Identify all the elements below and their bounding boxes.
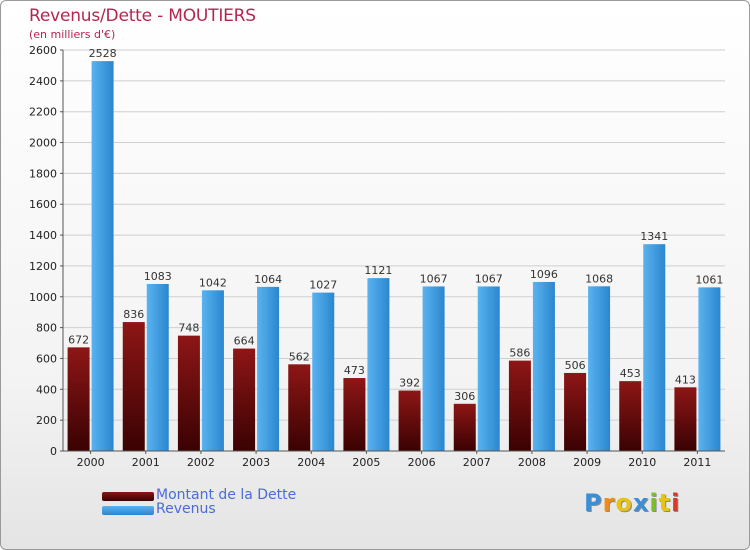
data-label: 306 <box>454 390 475 403</box>
y-tick-label: 600 <box>36 352 57 365</box>
data-label: 506 <box>565 359 586 372</box>
x-tick-label: 2005 <box>352 456 380 469</box>
bar-dette <box>564 372 587 451</box>
data-label: 1083 <box>144 270 172 283</box>
y-tick-label: 1400 <box>29 229 57 242</box>
data-label: 1068 <box>585 272 613 285</box>
x-tick-label: 2001 <box>132 456 160 469</box>
bar-revenus <box>146 283 169 451</box>
data-label: 562 <box>289 350 310 363</box>
y-tick-label: 1200 <box>29 260 57 273</box>
data-label: 748 <box>178 322 199 335</box>
logo-letter: t <box>658 489 672 517</box>
bar-revenus <box>257 286 280 451</box>
y-tick-label: 2400 <box>29 75 57 88</box>
bar-dette <box>288 364 311 451</box>
data-label: 392 <box>399 377 420 390</box>
x-tick-label: 2010 <box>628 456 656 469</box>
y-tick-label: 800 <box>36 322 57 335</box>
bar-dette <box>674 387 697 451</box>
bar-revenus <box>477 286 500 451</box>
bar-revenus <box>367 278 390 451</box>
bar-revenus <box>643 244 666 451</box>
bar-dette <box>67 347 90 451</box>
data-label: 664 <box>234 335 255 348</box>
data-label: 1341 <box>640 230 668 243</box>
chart-title: Revenus/Dette - MOUTIERS <box>29 6 256 26</box>
x-tick-label: 2004 <box>297 456 325 469</box>
y-tick-label: 2600 <box>29 44 57 57</box>
y-tick-label: 200 <box>36 414 57 427</box>
x-tick-label: 2011 <box>683 456 711 469</box>
x-tick-label: 2007 <box>463 456 491 469</box>
y-tick-label: 0 <box>50 445 57 458</box>
legend-swatch-dette <box>102 492 154 501</box>
legend-label-revenus: Revenus <box>156 501 216 517</box>
logo-letter: r <box>602 489 616 517</box>
bar-revenus <box>422 286 445 451</box>
bar-revenus <box>312 292 335 451</box>
data-label: 836 <box>123 308 144 321</box>
data-label: 1121 <box>364 264 392 277</box>
data-label: 1067 <box>420 272 448 285</box>
logo-letter: i <box>649 489 659 517</box>
data-label: 1064 <box>254 273 282 286</box>
logo-letter: x <box>632 489 650 517</box>
x-tick-label: 2009 <box>573 456 601 469</box>
data-label: 453 <box>620 367 641 380</box>
x-tick-label: 2006 <box>408 456 436 469</box>
y-tick-label: 1000 <box>29 291 57 304</box>
data-label: 1042 <box>199 276 227 289</box>
data-label: 413 <box>675 373 696 386</box>
y-tick-label: 2000 <box>29 137 57 150</box>
x-tick-label: 2008 <box>518 456 546 469</box>
legend-label-dette: Montant de la Dette <box>156 487 297 503</box>
logo-letter: i <box>671 489 681 517</box>
bar-dette <box>233 348 256 451</box>
chart-subtitle: (en milliers d'€) <box>29 28 116 41</box>
bar-revenus <box>698 287 721 451</box>
data-label: 2528 <box>89 47 117 60</box>
bar-dette <box>122 322 145 451</box>
data-label: 1096 <box>530 268 558 281</box>
data-label: 1061 <box>695 273 723 286</box>
y-tick-label: 2200 <box>29 106 57 119</box>
legend-swatch-revenus <box>102 506 154 515</box>
bar-dette <box>343 378 366 451</box>
y-tick-label: 1600 <box>29 198 57 211</box>
data-label: 672 <box>68 333 89 346</box>
y-tick-label: 400 <box>36 383 57 396</box>
x-tick-label: 2003 <box>242 456 270 469</box>
bar-dette <box>177 335 200 451</box>
bar-dette <box>508 360 531 451</box>
logo-letter: o <box>615 489 633 517</box>
logo-letter: P <box>584 489 603 517</box>
bar-dette <box>619 381 642 451</box>
y-tick-label: 1800 <box>29 167 57 180</box>
data-label: 1067 <box>475 272 503 285</box>
data-label: 586 <box>509 347 530 360</box>
data-label: 473 <box>344 364 365 377</box>
bar-dette <box>453 403 476 451</box>
bar-revenus <box>91 61 114 451</box>
proxiti-logo: Proxiti <box>584 489 680 517</box>
x-tick-label: 2002 <box>187 456 215 469</box>
bar-revenus <box>588 286 611 451</box>
data-label: 1027 <box>309 279 337 292</box>
bar-revenus <box>201 290 224 451</box>
bar-dette <box>398 390 421 451</box>
x-tick-label: 2000 <box>77 456 105 469</box>
bar-revenus <box>532 281 555 451</box>
